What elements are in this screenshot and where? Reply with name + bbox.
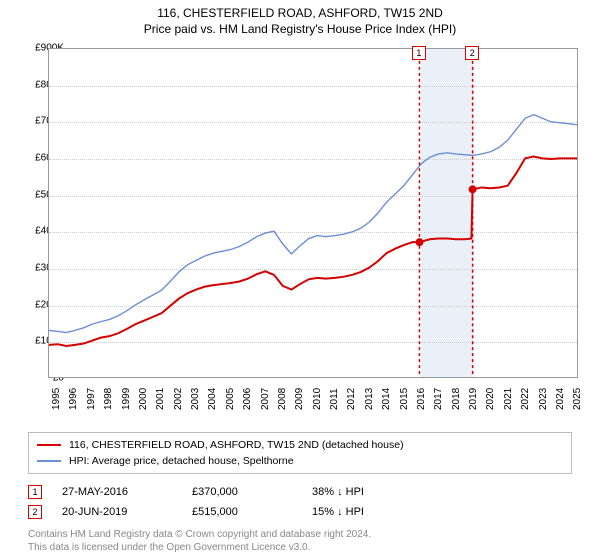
x-axis-label: 2021: [503, 388, 514, 410]
x-axis-label: 2005: [225, 388, 236, 410]
sale-row: 2 20-JUN-2019 £515,000 15% ↓ HPI: [28, 502, 572, 522]
x-axis-label: 1998: [103, 388, 114, 410]
sale-marker-index: 2: [465, 46, 479, 60]
x-axis-label: 2014: [381, 388, 392, 410]
sale-marker-dot: [469, 185, 477, 193]
line-plot: [49, 49, 577, 377]
x-axis-label: 2024: [555, 388, 566, 410]
legend-swatch-price: [37, 444, 61, 446]
x-axis-label: 1995: [51, 388, 62, 410]
x-axis-label: 2016: [416, 388, 427, 410]
x-axis-label: 2010: [312, 388, 323, 410]
sale-price: £515,000: [192, 506, 312, 518]
x-axis-label: 2006: [242, 388, 253, 410]
sale-marker-index: 1: [412, 46, 426, 60]
title-block: 116, CHESTERFIELD ROAD, ASHFORD, TW15 2N…: [0, 0, 600, 40]
legend-box: 116, CHESTERFIELD ROAD, ASHFORD, TW15 2N…: [28, 432, 572, 474]
plot-area: [48, 48, 578, 378]
sale-row: 1 27-MAY-2016 £370,000 38% ↓ HPI: [28, 482, 572, 502]
x-axis-label: 2023: [538, 388, 549, 410]
x-axis-label: 2003: [190, 388, 201, 410]
x-axis-label: 2004: [207, 388, 218, 410]
legend-panel: 116, CHESTERFIELD ROAD, ASHFORD, TW15 2N…: [28, 432, 572, 554]
legend-label: HPI: Average price, detached house, Spel…: [69, 455, 294, 467]
x-axis-label: 2017: [433, 388, 444, 410]
footer-line: This data is licensed under the Open Gov…: [28, 541, 572, 554]
x-axis-label: 2020: [485, 388, 496, 410]
chart-container: 116, CHESTERFIELD ROAD, ASHFORD, TW15 2N…: [0, 0, 600, 560]
sale-index-badge: 2: [28, 505, 42, 519]
x-axis-label: 1997: [86, 388, 97, 410]
x-axis-label: 2013: [364, 388, 375, 410]
title-address: 116, CHESTERFIELD ROAD, ASHFORD, TW15 2N…: [0, 6, 600, 20]
x-axis-label: 2011: [329, 388, 340, 410]
series-hpi: [49, 115, 577, 333]
x-axis-label: 2008: [277, 388, 288, 410]
sale-date: 27-MAY-2016: [62, 486, 192, 498]
x-axis-label: 2002: [173, 388, 184, 410]
x-axis-label: 2015: [399, 388, 410, 410]
legend-row: 116, CHESTERFIELD ROAD, ASHFORD, TW15 2N…: [37, 437, 563, 453]
sale-marker-dot: [415, 238, 423, 246]
x-axis-label: 2022: [520, 388, 531, 410]
legend-swatch-hpi: [37, 460, 61, 462]
sale-hpi-diff: 38% ↓ HPI: [312, 486, 442, 498]
sale-price: £370,000: [192, 486, 312, 498]
series-price_paid: [49, 157, 577, 346]
x-axis-label: 2025: [572, 388, 583, 410]
sales-table: 1 27-MAY-2016 £370,000 38% ↓ HPI 2 20-JU…: [28, 482, 572, 522]
sale-hpi-diff: 15% ↓ HPI: [312, 506, 442, 518]
sale-date: 20-JUN-2019: [62, 506, 192, 518]
legend-label: 116, CHESTERFIELD ROAD, ASHFORD, TW15 2N…: [69, 439, 404, 451]
x-axis-label: 2019: [468, 388, 479, 410]
x-axis-label: 2018: [451, 388, 462, 410]
footer-line: Contains HM Land Registry data © Crown c…: [28, 528, 572, 541]
x-axis-label: 2001: [155, 388, 166, 410]
x-axis-label: 2000: [138, 388, 149, 410]
title-subtitle: Price paid vs. HM Land Registry's House …: [0, 22, 600, 36]
legend-row: HPI: Average price, detached house, Spel…: [37, 453, 563, 469]
x-axis-label: 1996: [68, 388, 79, 410]
sale-index-badge: 1: [28, 485, 42, 499]
x-axis-label: 1999: [121, 388, 132, 410]
x-axis-label: 2012: [346, 388, 357, 410]
x-axis-label: 2007: [260, 388, 271, 410]
footer-attribution: Contains HM Land Registry data © Crown c…: [28, 528, 572, 554]
x-axis-label: 2009: [294, 388, 305, 410]
